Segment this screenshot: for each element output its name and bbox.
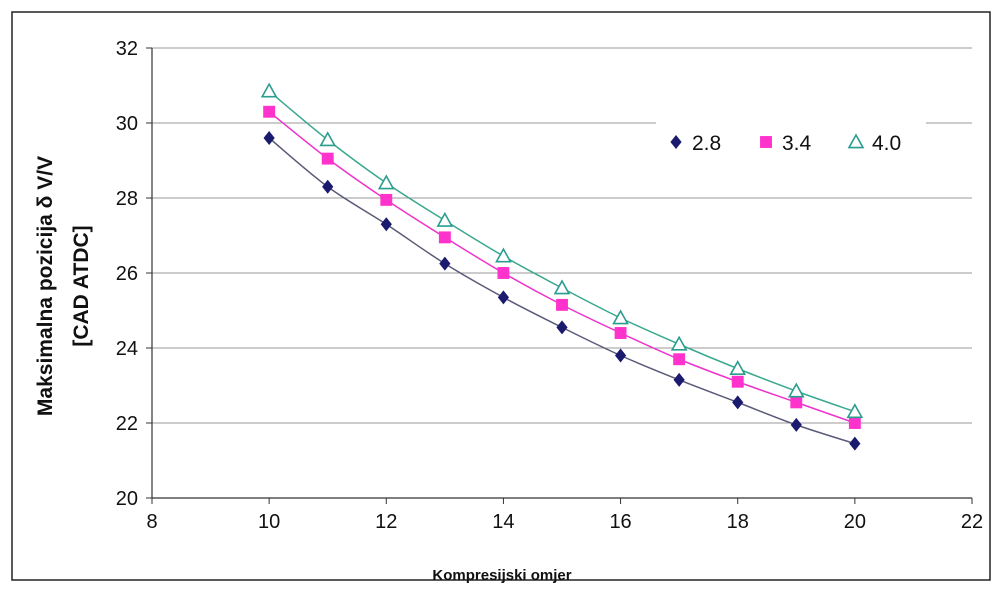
legend-label: 3.4 [782,132,812,155]
series-2.8 [263,131,861,451]
data-point-square [438,231,451,244]
data-point-square [263,105,276,118]
x-tick-label: 16 [609,511,631,533]
x-tick-label: 18 [727,511,749,533]
x-tick-label: 20 [844,511,866,533]
series-3.4 [263,105,861,429]
data-point-triangle [553,279,571,295]
y-tick-label: 32 [116,38,138,60]
x-tick-label: 14 [492,511,514,533]
y-axis-label-line2: [CAD ATDC] [70,225,93,346]
y-axis-label-line1: Maksimalna pozicija δ V/V [34,156,57,416]
data-point-triangle [495,247,512,263]
data-point-diamond [790,417,802,432]
x-tick-label: 12 [375,511,397,533]
data-point-triangle [260,82,278,98]
y-tick-label: 24 [116,338,138,360]
data-point-square [790,396,803,409]
data-point-diamond [732,395,744,410]
data-point-square [497,267,510,279]
legend-marker-diamond [670,135,682,149]
data-point-square [321,152,334,165]
data-point-triangle [319,131,337,147]
data-point-square [380,193,393,206]
y-tick-label: 28 [116,188,138,210]
x-tick-label: 10 [258,511,280,533]
data-point-diamond [263,131,275,145]
legend: 2.8 3.4 4.0 [656,122,926,162]
data-point-triangle [377,174,395,190]
data-point-triangle [436,211,454,227]
y-tick-label: 26 [116,263,138,285]
data-point-diamond [380,217,392,232]
data-point-triangle [670,335,688,351]
data-point-diamond [673,372,685,387]
x-tick-label: 22 [961,511,983,533]
legend-label: 2.8 [692,132,721,155]
data-point-triangle [729,359,747,376]
grid-layer [152,47,972,424]
legend-box [656,122,926,162]
legend-marker-triangle [847,133,865,149]
data-point-diamond [849,436,861,451]
data-point-diamond [497,290,510,305]
data-point-triangle [787,382,805,398]
x-axis-label: Kompresijski omjer [432,567,571,584]
data-point-square [848,417,861,429]
ticks-layer: 20 22 24 26 28 30 32 8 10 12 14 16 18 20 22 [116,38,983,533]
legend-label: 4.0 [872,132,901,155]
data-point-diamond [614,348,627,363]
series-layer [260,82,864,451]
data-point-square [673,353,686,366]
y-tick-label: 30 [116,113,138,135]
series-4.0 [260,82,864,419]
y-tick-label: 20 [116,488,138,510]
legend-marker-square [760,136,772,148]
series-line [268,137,856,445]
data-point-square [556,298,568,311]
data-point-square [614,327,627,339]
data-point-diamond [322,179,334,194]
data-point-square [731,375,744,388]
data-point-diamond [556,320,568,335]
y-tick-label: 22 [116,413,138,435]
data-point-triangle [846,403,864,419]
data-point-triangle [612,309,629,325]
data-point-diamond [439,256,451,271]
x-tick-label: 8 [146,511,157,533]
